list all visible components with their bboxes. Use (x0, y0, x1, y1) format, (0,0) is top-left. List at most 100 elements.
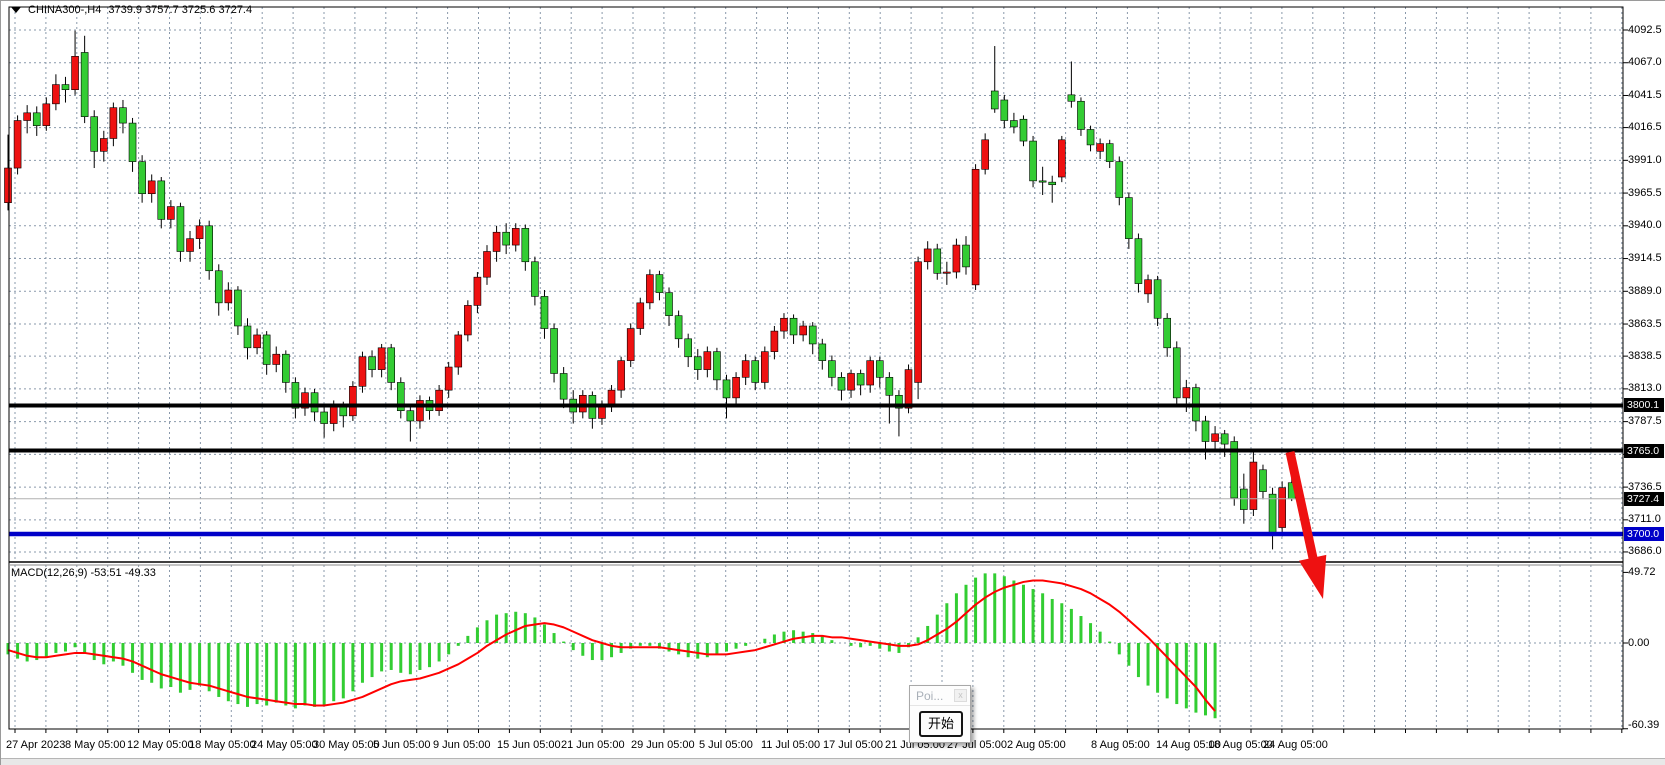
candle (971, 169, 980, 286)
price-badge-3727.4: 3727.4 (1624, 491, 1664, 506)
candle (167, 206, 175, 220)
candle (138, 161, 146, 195)
candle (109, 107, 118, 139)
dialog-titlebar[interactable]: Poi... x (910, 686, 970, 706)
dialog-title: Poi... (916, 689, 944, 703)
price-badge-3765.0: 3765.0 (1624, 443, 1664, 458)
candle (636, 302, 645, 329)
candle (435, 389, 443, 412)
symbol-period-label: CHINA300-,H4 (28, 4, 102, 16)
candle (1010, 120, 1018, 128)
time-axis-label: 12 May 05:00 (127, 739, 194, 751)
time-axis-label: 5 Jun 05:00 (373, 739, 431, 751)
start-button[interactable]: 开始 (919, 711, 963, 737)
candle (550, 328, 558, 374)
candle (301, 392, 309, 409)
candle (511, 228, 520, 246)
price-axis-label: 3940.0 (1628, 219, 1662, 232)
candle (1029, 140, 1037, 182)
candle (799, 325, 807, 336)
candle (1153, 279, 1162, 319)
macd-axis-label: 0.00 (1628, 636, 1650, 649)
candle (674, 315, 683, 340)
price-axis-label: 3813.0 (1628, 382, 1662, 395)
down-arrow-annotation[interactable] (1285, 451, 1327, 599)
candle (444, 366, 453, 391)
price-axis-label: 4092.5 (1628, 23, 1662, 36)
candle (1105, 143, 1114, 162)
candle (23, 112, 31, 121)
candle (502, 231, 510, 246)
price-axis-label: 4067.0 (1628, 56, 1662, 69)
candle (71, 56, 79, 91)
time-axis-label: 17 Jul 05:00 (823, 739, 883, 751)
candle (282, 353, 290, 383)
candle (1038, 180, 1047, 183)
price-axis-label: 3889.0 (1628, 284, 1662, 297)
axis-ticks (14, 29, 1628, 733)
candle (646, 274, 654, 304)
candle (195, 225, 204, 239)
time-axis-label: 15 Jun 05:00 (497, 739, 561, 751)
candle (253, 334, 261, 349)
price-axis-label: 3965.5 (1628, 186, 1662, 199)
candle (358, 356, 367, 387)
candle (368, 356, 376, 370)
candle (1086, 129, 1095, 146)
candle (1249, 461, 1258, 510)
candle (665, 292, 673, 316)
candle (1115, 161, 1124, 198)
candle (320, 411, 328, 424)
candle (895, 394, 903, 409)
candle (828, 360, 836, 378)
time-axis-label: 30 May 05:00 (313, 739, 380, 751)
script-dialog[interactable]: Poi... x 开始 (909, 685, 971, 743)
price-axis-label: 3914.5 (1628, 252, 1662, 265)
candle (990, 90, 999, 110)
chart-title: CHINA300-,H4 3739.9 3757.7 3725.6 3727.4 (11, 4, 252, 16)
chart-frame (8, 6, 1624, 730)
candle (981, 139, 989, 170)
candle (1077, 100, 1085, 130)
candle (751, 360, 760, 383)
candle (952, 244, 961, 273)
candle (61, 84, 70, 91)
ohlc-values: 3739.9 3757.7 3725.6 3727.4 (108, 4, 253, 16)
candle (914, 261, 922, 383)
candle (1058, 139, 1066, 178)
candle (1220, 433, 1229, 445)
symbol-dropdown-icon[interactable] (11, 7, 21, 13)
candle (684, 338, 692, 358)
candle (1259, 469, 1267, 492)
candle (1144, 279, 1152, 295)
candle (626, 328, 635, 361)
time-axis-label: 21 Jun 05:00 (561, 739, 625, 751)
candle (847, 373, 855, 391)
candle (923, 248, 932, 263)
candle (885, 377, 894, 396)
candle (1067, 94, 1076, 102)
time-axis-label: 9 Jun 05:00 (433, 739, 491, 751)
candle (521, 228, 530, 263)
close-icon[interactable]: x (954, 689, 967, 702)
candle (761, 351, 769, 383)
candle (713, 351, 721, 381)
candle (808, 325, 817, 345)
candle (224, 289, 233, 304)
candle (1163, 317, 1171, 349)
time-axis-label: 29 Jun 05:00 (631, 739, 695, 751)
candle (1134, 238, 1143, 284)
candle (42, 103, 51, 126)
macd-indicator-label: MACD(12,26,9) -53.51 -49.33 (11, 567, 156, 579)
candle (377, 347, 386, 370)
candle (272, 353, 281, 365)
time-axis-label: 11 Jul 05:00 (761, 739, 821, 751)
candle (540, 296, 549, 329)
candle (933, 248, 942, 274)
time-axis-label: 18 May 05:00 (189, 739, 256, 751)
candle (234, 289, 242, 327)
candle (770, 330, 779, 352)
candlestick-series (4, 30, 1296, 550)
candle (329, 405, 338, 424)
